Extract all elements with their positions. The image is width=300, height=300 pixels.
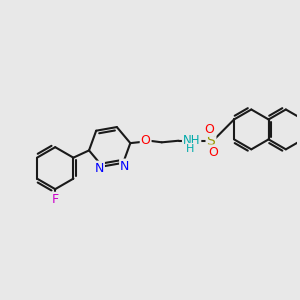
Text: N: N xyxy=(94,162,104,175)
Text: NH: NH xyxy=(183,134,200,147)
Text: N: N xyxy=(120,160,129,172)
Text: H: H xyxy=(186,144,195,154)
Text: O: O xyxy=(141,134,151,147)
Text: O: O xyxy=(208,146,218,158)
Text: S: S xyxy=(207,134,215,148)
Text: O: O xyxy=(204,123,214,136)
Text: F: F xyxy=(52,193,59,206)
